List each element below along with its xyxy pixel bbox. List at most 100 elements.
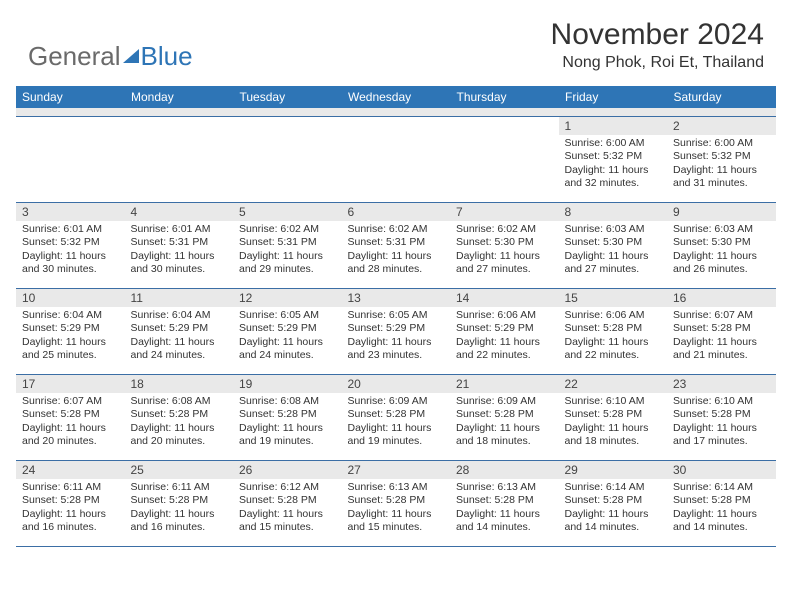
logo: General Blue bbox=[28, 41, 193, 72]
calendar-cell: 4Sunrise: 6:01 AMSunset: 5:31 PMDaylight… bbox=[125, 202, 234, 288]
calendar-body: 1Sunrise: 6:00 AMSunset: 5:32 PMDaylight… bbox=[16, 108, 776, 546]
weekday-header: Saturday bbox=[667, 86, 776, 108]
day-number: 12 bbox=[233, 289, 342, 307]
day-number: 21 bbox=[450, 375, 559, 393]
calendar-cell: 21Sunrise: 6:09 AMSunset: 5:28 PMDayligh… bbox=[450, 374, 559, 460]
weekday-header: Monday bbox=[125, 86, 234, 108]
day-number: 18 bbox=[125, 375, 234, 393]
calendar-cell bbox=[342, 116, 451, 202]
day-number: 19 bbox=[233, 375, 342, 393]
day-number: 14 bbox=[450, 289, 559, 307]
day-details: Sunrise: 6:01 AMSunset: 5:31 PMDaylight:… bbox=[125, 221, 234, 282]
day-number: 25 bbox=[125, 461, 234, 479]
calendar-cell: 3Sunrise: 6:01 AMSunset: 5:32 PMDaylight… bbox=[16, 202, 125, 288]
calendar-cell: 27Sunrise: 6:13 AMSunset: 5:28 PMDayligh… bbox=[342, 460, 451, 546]
calendar-week: 24Sunrise: 6:11 AMSunset: 5:28 PMDayligh… bbox=[16, 460, 776, 546]
calendar-week: 1Sunrise: 6:00 AMSunset: 5:32 PMDaylight… bbox=[16, 116, 776, 202]
calendar-cell: 14Sunrise: 6:06 AMSunset: 5:29 PMDayligh… bbox=[450, 288, 559, 374]
day-number: 8 bbox=[559, 203, 668, 221]
day-number: 17 bbox=[16, 375, 125, 393]
calendar-cell: 6Sunrise: 6:02 AMSunset: 5:31 PMDaylight… bbox=[342, 202, 451, 288]
calendar-cell: 24Sunrise: 6:11 AMSunset: 5:28 PMDayligh… bbox=[16, 460, 125, 546]
location: Nong Phok, Roi Et, Thailand bbox=[551, 54, 764, 72]
day-number: 9 bbox=[667, 203, 776, 221]
day-details: Sunrise: 6:07 AMSunset: 5:28 PMDaylight:… bbox=[16, 393, 125, 454]
day-number: 27 bbox=[342, 461, 451, 479]
day-number: 4 bbox=[125, 203, 234, 221]
calendar-cell: 17Sunrise: 6:07 AMSunset: 5:28 PMDayligh… bbox=[16, 374, 125, 460]
day-details: Sunrise: 6:14 AMSunset: 5:28 PMDaylight:… bbox=[559, 479, 668, 540]
weekday-header: Wednesday bbox=[342, 86, 451, 108]
day-details: Sunrise: 6:05 AMSunset: 5:29 PMDaylight:… bbox=[233, 307, 342, 368]
calendar-cell: 1Sunrise: 6:00 AMSunset: 5:32 PMDaylight… bbox=[559, 116, 668, 202]
day-number: 7 bbox=[450, 203, 559, 221]
calendar-cell: 7Sunrise: 6:02 AMSunset: 5:30 PMDaylight… bbox=[450, 202, 559, 288]
calendar-cell: 16Sunrise: 6:07 AMSunset: 5:28 PMDayligh… bbox=[667, 288, 776, 374]
calendar-cell: 25Sunrise: 6:11 AMSunset: 5:28 PMDayligh… bbox=[125, 460, 234, 546]
calendar-cell: 20Sunrise: 6:09 AMSunset: 5:28 PMDayligh… bbox=[342, 374, 451, 460]
logo-text-general: General bbox=[28, 41, 121, 72]
day-details: Sunrise: 6:03 AMSunset: 5:30 PMDaylight:… bbox=[559, 221, 668, 282]
day-details: Sunrise: 6:10 AMSunset: 5:28 PMDaylight:… bbox=[559, 393, 668, 454]
day-number: 11 bbox=[125, 289, 234, 307]
calendar-cell: 15Sunrise: 6:06 AMSunset: 5:28 PMDayligh… bbox=[559, 288, 668, 374]
calendar-cell: 26Sunrise: 6:12 AMSunset: 5:28 PMDayligh… bbox=[233, 460, 342, 546]
calendar-cell bbox=[16, 116, 125, 202]
day-details: Sunrise: 6:04 AMSunset: 5:29 PMDaylight:… bbox=[16, 307, 125, 368]
calendar-cell bbox=[450, 116, 559, 202]
day-number: 13 bbox=[342, 289, 451, 307]
day-number: 10 bbox=[16, 289, 125, 307]
day-details: Sunrise: 6:09 AMSunset: 5:28 PMDaylight:… bbox=[342, 393, 451, 454]
calendar-cell: 29Sunrise: 6:14 AMSunset: 5:28 PMDayligh… bbox=[559, 460, 668, 546]
calendar-cell: 30Sunrise: 6:14 AMSunset: 5:28 PMDayligh… bbox=[667, 460, 776, 546]
day-details: Sunrise: 6:08 AMSunset: 5:28 PMDaylight:… bbox=[233, 393, 342, 454]
day-number: 26 bbox=[233, 461, 342, 479]
calendar-head: SundayMondayTuesdayWednesdayThursdayFrid… bbox=[16, 86, 776, 108]
weekday-header: Sunday bbox=[16, 86, 125, 108]
day-number: 6 bbox=[342, 203, 451, 221]
calendar-cell: 10Sunrise: 6:04 AMSunset: 5:29 PMDayligh… bbox=[16, 288, 125, 374]
calendar-cell: 11Sunrise: 6:04 AMSunset: 5:29 PMDayligh… bbox=[125, 288, 234, 374]
day-details: Sunrise: 6:06 AMSunset: 5:29 PMDaylight:… bbox=[450, 307, 559, 368]
calendar-week: 17Sunrise: 6:07 AMSunset: 5:28 PMDayligh… bbox=[16, 374, 776, 460]
calendar-cell: 18Sunrise: 6:08 AMSunset: 5:28 PMDayligh… bbox=[125, 374, 234, 460]
calendar-cell: 23Sunrise: 6:10 AMSunset: 5:28 PMDayligh… bbox=[667, 374, 776, 460]
calendar-cell: 8Sunrise: 6:03 AMSunset: 5:30 PMDaylight… bbox=[559, 202, 668, 288]
day-details: Sunrise: 6:11 AMSunset: 5:28 PMDaylight:… bbox=[125, 479, 234, 540]
calendar-cell bbox=[233, 116, 342, 202]
calendar-cell: 2Sunrise: 6:00 AMSunset: 5:32 PMDaylight… bbox=[667, 116, 776, 202]
day-number: 23 bbox=[667, 375, 776, 393]
day-details: Sunrise: 6:03 AMSunset: 5:30 PMDaylight:… bbox=[667, 221, 776, 282]
day-number: 5 bbox=[233, 203, 342, 221]
weekday-header: Friday bbox=[559, 86, 668, 108]
day-number: 2 bbox=[667, 117, 776, 135]
day-details: Sunrise: 6:09 AMSunset: 5:28 PMDaylight:… bbox=[450, 393, 559, 454]
day-number: 24 bbox=[16, 461, 125, 479]
title-block: November 2024 Nong Phok, Roi Et, Thailan… bbox=[551, 18, 764, 72]
month-title: November 2024 bbox=[551, 18, 764, 52]
day-details: Sunrise: 6:00 AMSunset: 5:32 PMDaylight:… bbox=[559, 135, 668, 196]
day-number: 30 bbox=[667, 461, 776, 479]
day-details: Sunrise: 6:12 AMSunset: 5:28 PMDaylight:… bbox=[233, 479, 342, 540]
calendar-cell: 22Sunrise: 6:10 AMSunset: 5:28 PMDayligh… bbox=[559, 374, 668, 460]
day-details: Sunrise: 6:13 AMSunset: 5:28 PMDaylight:… bbox=[342, 479, 451, 540]
day-details: Sunrise: 6:14 AMSunset: 5:28 PMDaylight:… bbox=[667, 479, 776, 540]
day-number: 16 bbox=[667, 289, 776, 307]
day-number: 28 bbox=[450, 461, 559, 479]
calendar-cell: 13Sunrise: 6:05 AMSunset: 5:29 PMDayligh… bbox=[342, 288, 451, 374]
day-details: Sunrise: 6:02 AMSunset: 5:30 PMDaylight:… bbox=[450, 221, 559, 282]
day-details: Sunrise: 6:08 AMSunset: 5:28 PMDaylight:… bbox=[125, 393, 234, 454]
day-details: Sunrise: 6:01 AMSunset: 5:32 PMDaylight:… bbox=[16, 221, 125, 282]
weekday-header: Thursday bbox=[450, 86, 559, 108]
day-details: Sunrise: 6:04 AMSunset: 5:29 PMDaylight:… bbox=[125, 307, 234, 368]
day-number: 29 bbox=[559, 461, 668, 479]
day-details: Sunrise: 6:10 AMSunset: 5:28 PMDaylight:… bbox=[667, 393, 776, 454]
day-details: Sunrise: 6:11 AMSunset: 5:28 PMDaylight:… bbox=[16, 479, 125, 540]
day-number: 22 bbox=[559, 375, 668, 393]
day-details: Sunrise: 6:05 AMSunset: 5:29 PMDaylight:… bbox=[342, 307, 451, 368]
calendar-table: SundayMondayTuesdayWednesdayThursdayFrid… bbox=[16, 86, 776, 547]
day-number: 20 bbox=[342, 375, 451, 393]
day-details: Sunrise: 6:02 AMSunset: 5:31 PMDaylight:… bbox=[342, 221, 451, 282]
day-details: Sunrise: 6:00 AMSunset: 5:32 PMDaylight:… bbox=[667, 135, 776, 196]
calendar-cell: 12Sunrise: 6:05 AMSunset: 5:29 PMDayligh… bbox=[233, 288, 342, 374]
